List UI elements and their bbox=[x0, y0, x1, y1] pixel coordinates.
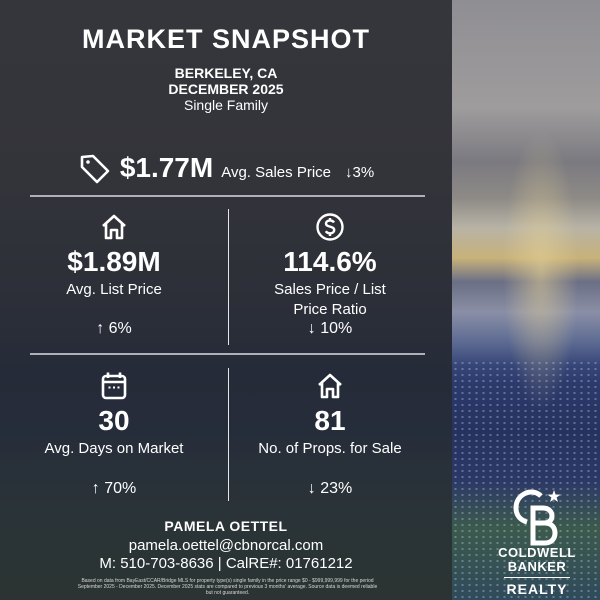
metric-avg-list-price: $1.89M Avg. List Price ↑ 6% bbox=[15, 210, 213, 340]
metric-change: ↑ 70% bbox=[91, 480, 137, 497]
metric-value: 81 bbox=[314, 405, 346, 436]
headline-value: $1.77M bbox=[119, 152, 214, 183]
brand-line1: COLDWELL bbox=[498, 545, 576, 560]
info-panel bbox=[0, 0, 452, 600]
house-icon bbox=[231, 369, 429, 403]
divider-top bbox=[30, 195, 425, 197]
metric-value: $1.89M bbox=[67, 246, 161, 277]
price-tag-icon bbox=[78, 152, 112, 186]
house-icon bbox=[15, 210, 213, 244]
divider-middle bbox=[30, 353, 425, 355]
page-title: MARKET SNAPSHOT bbox=[81, 24, 370, 54]
metric-change: ↑ 6% bbox=[96, 320, 132, 337]
metric-props-for-sale: 81 No. of Props. for Sale ↓ 23% bbox=[231, 369, 429, 499]
snapshot-content: MARKET SNAPSHOT BERKELEY, CA DECEMBER 20… bbox=[0, 24, 452, 596]
metric-label: Avg. List Price bbox=[66, 281, 162, 298]
metric-change: ↓ 10% bbox=[307, 320, 353, 337]
calendar-icon bbox=[15, 369, 213, 403]
property-type: Single Family bbox=[183, 97, 269, 113]
headline-change: ↓3% bbox=[345, 164, 375, 181]
metric-change: ↓ 23% bbox=[307, 480, 353, 497]
location: BERKELEY, CA bbox=[174, 65, 278, 81]
period: DECEMBER 2025 bbox=[168, 81, 284, 97]
brand-rule bbox=[504, 577, 570, 578]
agent-phone: M: 510-703-8636 | CalRE#: 01761212 bbox=[99, 555, 353, 572]
divider-vertical-upper bbox=[228, 209, 229, 345]
cityscape-photo bbox=[452, 0, 600, 600]
brand-line2: BANKER bbox=[507, 559, 567, 574]
divider-vertical-lower bbox=[228, 368, 229, 501]
agent-email[interactable]: pamela.oettel@cbnorcal.com bbox=[128, 537, 324, 554]
coldwell-banker-logo: COLDWELL BANKER REALTY bbox=[497, 488, 577, 597]
metric-value: 30 bbox=[98, 405, 130, 436]
metric-sales-list-ratio: 114.6% Sales Price / List Price Ratio ↓ … bbox=[231, 210, 429, 340]
dollar-circle-icon bbox=[231, 210, 429, 244]
headline-stat: $1.77M Avg. Sales Price ↓3% bbox=[0, 152, 452, 186]
metric-label: Avg. Days on Market bbox=[44, 440, 184, 457]
metric-days-on-market: 30 Avg. Days on Market ↑ 70% bbox=[15, 369, 213, 499]
agent-name: PAMELA OETTEL bbox=[164, 518, 288, 534]
cb-monogram-icon bbox=[511, 488, 563, 546]
brand-line3: REALTY bbox=[506, 581, 568, 597]
headline-label: Avg. Sales Price bbox=[221, 164, 331, 181]
metric-label: No. of Props. for Sale bbox=[258, 440, 402, 457]
metric-label-line2: Price Ratio bbox=[293, 301, 367, 318]
disclaimer: Based on data from BayEast/CCAR/Bridge M… bbox=[77, 578, 378, 596]
metric-label-line1: Sales Price / List bbox=[274, 281, 386, 298]
metric-value: 114.6% bbox=[283, 246, 377, 277]
